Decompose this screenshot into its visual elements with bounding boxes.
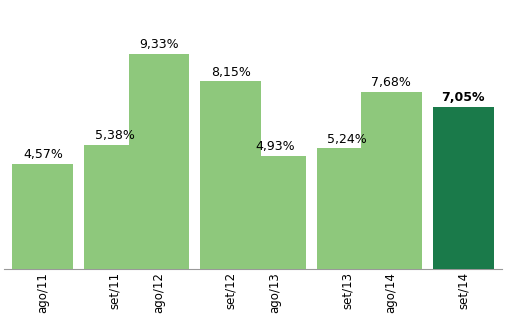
Text: 7,05%: 7,05% bbox=[440, 91, 484, 104]
Bar bbox=[244, 156, 305, 269]
Bar bbox=[200, 81, 261, 269]
Bar bbox=[432, 107, 492, 269]
Text: 5,24%: 5,24% bbox=[326, 133, 366, 146]
Text: 7,68%: 7,68% bbox=[371, 76, 411, 89]
Bar bbox=[128, 54, 189, 269]
Text: 5,38%: 5,38% bbox=[94, 129, 134, 142]
Text: 8,15%: 8,15% bbox=[211, 66, 250, 79]
Bar bbox=[360, 92, 421, 269]
Text: 9,33%: 9,33% bbox=[139, 38, 178, 51]
Bar bbox=[13, 164, 73, 269]
Bar bbox=[84, 145, 145, 269]
Text: 4,93%: 4,93% bbox=[255, 140, 294, 153]
Bar bbox=[316, 148, 377, 269]
Text: 4,57%: 4,57% bbox=[23, 148, 63, 161]
